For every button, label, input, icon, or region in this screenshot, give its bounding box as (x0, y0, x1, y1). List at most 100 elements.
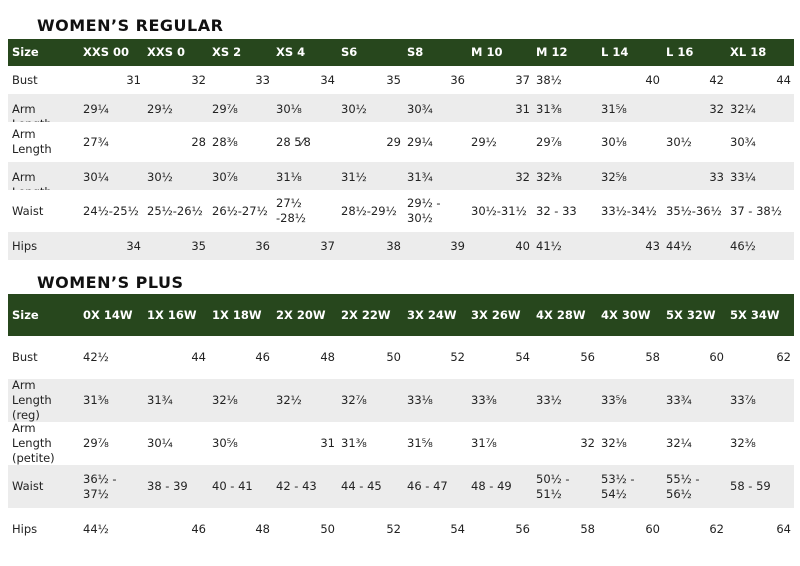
measurement-value: 29½ - 30½ (407, 196, 441, 225)
measurement-value: 50 (320, 522, 335, 536)
plus-measurement-row: Arm Length (petite) 29⅞ 30¼ 30⅝ 31 31⅜ 31⅝ 31⅞ 3… (8, 422, 794, 465)
measurement-value: 33 (255, 72, 270, 87)
measurement-value: 44 - 45 (341, 479, 382, 493)
measurement-value: 44½ (666, 238, 692, 253)
measurement-value: 31⅞ (471, 436, 497, 450)
measurement-label: Hips (12, 238, 38, 253)
measurement-value: 54 (450, 522, 465, 536)
measurement-value: 29⅞ (212, 102, 238, 116)
measurement-value: 32⅛ (601, 436, 627, 450)
measurement-value: 37 - 38½ (730, 203, 782, 218)
size-column-header: 0X 14W (83, 307, 133, 322)
measurement-value: 62 (709, 522, 724, 536)
regular-measurement-row: Bust 31 32 33 34 35 36 37 38½ 40 42 44 (8, 66, 794, 94)
plus-measurement-row: Waist 36½ - 37½ 38 - 39 40 - 41 42 - 43 44 - … (8, 465, 794, 508)
measurement-value: 31¾ (147, 393, 173, 407)
measurement-value: 38 - 39 (147, 479, 188, 493)
plus-header-row: Size 0X 14W 1X 16W 1X 18W 2X 20W 2X 22W 3X 24W… (8, 294, 794, 336)
measurement-value: 33 (709, 170, 724, 184)
measurement-value: 62 (776, 350, 791, 364)
measurement-value: 46 (191, 522, 206, 536)
measurement-value: 35 (386, 72, 401, 87)
measurement-value: 28 (191, 134, 206, 149)
measurement-label: Hips (12, 522, 38, 536)
measurement-value: 42½ (83, 350, 109, 364)
size-column-header: L 16 (666, 45, 694, 59)
size-column-header: 1X 16W (147, 307, 197, 322)
measurement-value: 32 (709, 102, 724, 116)
measurement-value: 33¼ (730, 170, 756, 184)
measurement-value: 30½ (666, 134, 692, 149)
measurement-value: 31⅝ (601, 102, 627, 116)
size-column-header: 2X 22W (341, 307, 391, 322)
regular-header-row: Size XXS 00 XXS 0 XS 2 XS 4 S6 S8 M 10 M 12 L 14 L… (8, 39, 794, 66)
measurement-value: 31 (320, 436, 335, 450)
size-column-header: M 10 (471, 45, 503, 59)
measurement-value: 28 5⁄8 (276, 134, 311, 149)
measurement-value: 35½-36½ (666, 203, 722, 218)
measurement-value: 64 (776, 522, 791, 536)
measurement-value: 26½-27½ (212, 203, 268, 218)
regular-measurement-row: Waist 24½-25½ 25½-26½ 26½-27½ 27½ -28½ 28½-29… (8, 190, 794, 232)
measurement-value: 32⅝ (601, 170, 627, 184)
measurement-value: 46 (255, 350, 270, 364)
measurement-value: 29½ (471, 134, 497, 149)
measurement-value: 44 (191, 350, 206, 364)
measurement-value: 29⅞ (83, 436, 109, 450)
measurement-value: 34 (126, 238, 141, 253)
measurement-value: 31⅝ (407, 436, 433, 450)
measurement-value: 60 (645, 522, 660, 536)
measurement-value: 32¼ (730, 102, 756, 116)
measurement-value: 33¾ (666, 393, 692, 407)
size-column-header: S6 (341, 45, 358, 59)
regular-size-table: Size XXS 00 XXS 0 XS 2 XS 4 S6 S8 M 10 M 12 L 14 L… (8, 39, 794, 260)
measurement-value: 33⅞ (730, 393, 756, 407)
plus-title: WOMEN’S PLUS (37, 273, 184, 292)
measurement-value: 50 (386, 350, 401, 364)
measurement-value: 31¾ (407, 170, 433, 184)
measurement-value: 52 (386, 522, 401, 536)
measurement-value: 32½ (276, 393, 302, 407)
measurement-value: 30¾ (407, 102, 433, 116)
size-column-header: 4X 28W (536, 307, 586, 322)
measurement-value: 30⅞ (212, 170, 238, 184)
size-column-header: 5X 34W (730, 307, 780, 322)
measurement-value: 24½-25½ (83, 203, 139, 218)
measurement-value: 55½ - 56½ (666, 471, 700, 501)
measurement-value: 35 (191, 238, 206, 253)
measurement-value: 42 (709, 72, 724, 87)
measurement-value: 41½ (536, 238, 562, 253)
measurement-value: 33⅝ (601, 393, 627, 407)
measurement-label: Waist (12, 203, 44, 218)
plus-measurement-row: Arm Length (reg) 31⅜ 31¾ 32⅛ 32½ 32⅞ 33⅛ 33⅜ 33½… (8, 379, 794, 422)
measurement-value: 54 (515, 350, 530, 364)
measurement-value: 27½ -28½ (276, 196, 306, 225)
measurement-value: 31⅜ (341, 436, 367, 450)
measurement-value: 28⅜ (212, 134, 238, 149)
measurement-value: 48 (255, 522, 270, 536)
plus-measurement-row: Hips 44½ 46 48 50 52 54 56 58 60 62 64 (8, 508, 794, 551)
regular-measurement-row: Arm Length 27¾ 28 28⅜ 28 5⁄8 29 29¼ 29½ 29⅞ 30⅛ 30… (8, 122, 794, 162)
measurement-value: 33⅜ (471, 393, 497, 407)
plus-measurement-row: Bust 42½ 44 46 48 50 52 54 56 58 60 62 (8, 336, 794, 379)
measurement-value: 31 (515, 102, 530, 116)
measurement-value: 32¼ (666, 436, 692, 450)
measurement-value: 44 (776, 72, 791, 87)
measurement-value: 38½ (536, 72, 562, 87)
measurement-value: 30¼ (83, 170, 109, 184)
measurement-value: 29 (386, 134, 401, 149)
size-column-header: XXS 00 (83, 45, 130, 59)
measurement-value: 36½ - 37½ (83, 471, 117, 501)
measurement-value: 56 (580, 350, 595, 364)
size-column-header: M 12 (536, 45, 568, 59)
measurement-value: 30½ (341, 102, 367, 116)
measurement-value: 30⅛ (601, 134, 627, 149)
measurement-value: 32 (580, 436, 595, 450)
size-column-header: S8 (407, 45, 424, 59)
measurement-value: 31⅜ (536, 102, 562, 116)
measurement-value: 29¼ (83, 102, 109, 116)
regular-measurement-row: Arm Length 29¼ 29½ 29⅞ 30⅛ 30½ 30¾ 31 31⅜ 31⅝ 32 32… (8, 94, 794, 122)
measurement-value: 32⅜ (730, 436, 756, 450)
measurement-value: 60 (709, 350, 724, 364)
measurement-label: Waist (12, 479, 44, 493)
